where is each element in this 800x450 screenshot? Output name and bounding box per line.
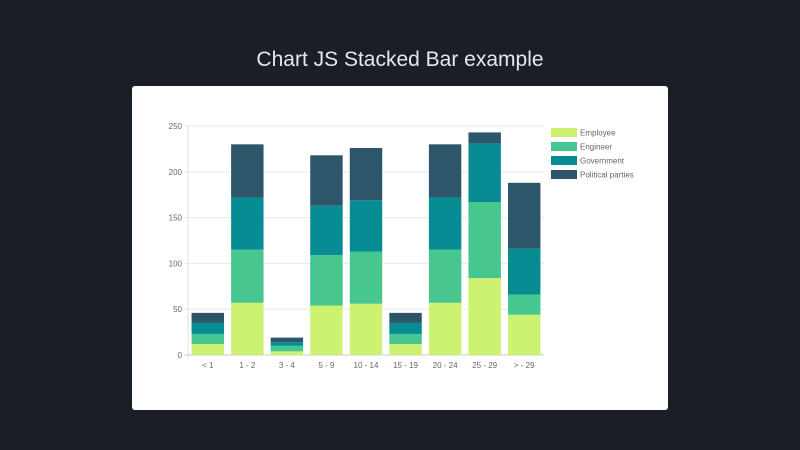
bar-government bbox=[191, 322, 224, 334]
bar-employee bbox=[468, 278, 501, 355]
x-tick-label: 1 - 2 bbox=[239, 361, 256, 370]
x-tick-label: > - 29 bbox=[514, 361, 535, 370]
legend-swatch bbox=[551, 128, 577, 137]
legend-label: Political parties bbox=[580, 171, 634, 180]
bar-political-parties bbox=[270, 337, 304, 343]
bar-employee bbox=[508, 314, 541, 355]
bar-engineer bbox=[428, 249, 462, 303]
bar-engineer bbox=[468, 202, 501, 279]
bar-employee bbox=[428, 302, 462, 355]
bar-political-parties bbox=[231, 144, 264, 198]
bar-political-parties bbox=[310, 155, 343, 206]
bar-government bbox=[508, 248, 541, 295]
y-tick-label: 100 bbox=[169, 259, 183, 268]
bar-engineer bbox=[270, 345, 304, 352]
legend-label: Government bbox=[580, 157, 625, 166]
x-tick-label: 10 - 14 bbox=[354, 361, 379, 370]
bar-political-parties bbox=[389, 312, 422, 323]
bar-political-parties bbox=[349, 147, 383, 201]
legend-label: Employee bbox=[580, 129, 616, 138]
bar-political-parties bbox=[191, 312, 224, 323]
bar-employee bbox=[270, 351, 304, 355]
y-tick-label: 250 bbox=[169, 122, 183, 131]
bar-employee bbox=[310, 305, 343, 355]
bar-engineer bbox=[310, 255, 343, 306]
legend-swatch bbox=[551, 170, 577, 179]
x-tick-label: 5 - 9 bbox=[318, 361, 335, 370]
bar-engineer bbox=[389, 333, 422, 345]
bar-government bbox=[231, 197, 264, 250]
x-tick-label: 3 - 4 bbox=[279, 361, 296, 370]
bar-government bbox=[270, 342, 304, 346]
legend-label: Engineer bbox=[580, 143, 612, 152]
y-tick-label: 200 bbox=[169, 168, 183, 177]
bar-political-parties bbox=[428, 144, 462, 198]
bar-political-parties bbox=[508, 182, 541, 249]
x-tick-label: 25 - 29 bbox=[472, 361, 497, 370]
stacked-bar-chart: 0 50 100 150 200 250 < 1 1 - 2 3 - 4 5 - 9 10 - 14… bbox=[169, 122, 634, 370]
bar-engineer bbox=[191, 333, 224, 345]
x-tick-label: 20 - 24 bbox=[433, 361, 458, 370]
legend-swatch bbox=[551, 142, 577, 151]
y-tick-label: 50 bbox=[173, 305, 182, 314]
bar-engineer bbox=[231, 249, 264, 303]
bar-employee bbox=[389, 344, 422, 355]
bar-employee bbox=[231, 302, 264, 355]
y-tick-label: 150 bbox=[169, 214, 183, 223]
legend-swatch bbox=[551, 156, 577, 165]
y-tick-label: 0 bbox=[178, 351, 183, 360]
bar-government bbox=[468, 143, 501, 203]
bar-government bbox=[310, 205, 343, 256]
bar-government bbox=[389, 322, 422, 334]
x-tick-label: 15 - 19 bbox=[393, 361, 418, 370]
bar-engineer bbox=[349, 251, 383, 304]
page-title: Chart JS Stacked Bar example bbox=[256, 48, 544, 71]
bar-government bbox=[349, 200, 383, 252]
bar-government bbox=[428, 197, 462, 250]
x-tick-label: < 1 bbox=[202, 361, 214, 370]
bar-employee bbox=[191, 344, 224, 355]
chart-card: 0 50 100 150 200 250 < 1 1 - 2 3 - 4 5 - 9 10 - 14… bbox=[132, 86, 668, 410]
bar-engineer bbox=[508, 294, 541, 315]
bar-employee bbox=[349, 303, 383, 355]
bar-political-parties bbox=[468, 132, 501, 144]
